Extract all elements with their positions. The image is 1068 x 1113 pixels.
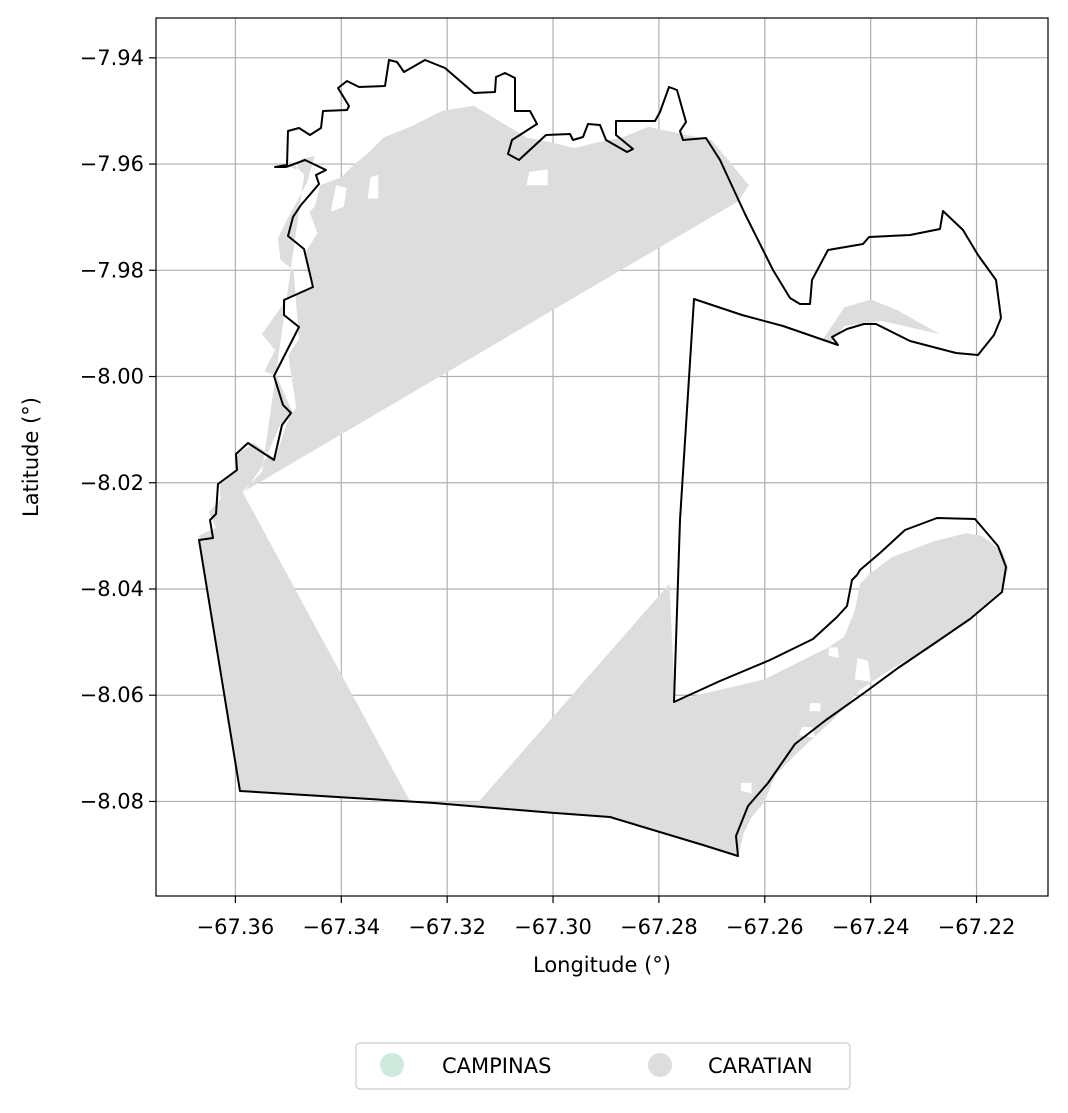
- legend-label-caratian: CARATIAN: [708, 1054, 813, 1078]
- boundary-outline: [198, 59, 1007, 857]
- y-tick-label: −7.96: [80, 152, 144, 176]
- x-axis-ticks: −67.36 −67.34 −67.32 −67.30 −67.28 −67.26 −67.…: [197, 896, 1016, 939]
- axes-frame: [155, 17, 1049, 897]
- y-tick-label: −8.00: [80, 365, 144, 389]
- x-tick-label: −67.30: [514, 915, 592, 939]
- legend-marker-caratian: [648, 1053, 672, 1077]
- legend-frame: [355, 1042, 851, 1090]
- x-tick-label: −67.24: [832, 915, 910, 939]
- x-tick-label: −67.28: [620, 915, 698, 939]
- y-tick-label: −7.94: [80, 46, 144, 70]
- region-fill-caratian: [198, 105, 1009, 858]
- y-tick-label: −8.06: [80, 683, 144, 707]
- region-gap: [526, 169, 548, 186]
- x-tick-label: −67.26: [726, 915, 804, 939]
- region-gap: [330, 185, 347, 212]
- legend: CAMPINAS CARATIAN: [355, 1042, 851, 1090]
- region-gap: [799, 727, 816, 738]
- y-tick-label: −8.02: [80, 471, 144, 495]
- y-axis-ticks: −7.94 −7.96 −7.98 −8.00 −8.02 −8.04 −8.06 −8.08: [80, 46, 156, 813]
- region-boundary: [198, 59, 1007, 857]
- legend-marker-campinas: [380, 1053, 404, 1077]
- x-axis-label: Longitude (°): [533, 953, 671, 977]
- x-tick-label: −67.36: [197, 915, 275, 939]
- region-gap: [809, 703, 821, 712]
- x-tick-label: −67.22: [938, 915, 1016, 939]
- x-tick-label: −67.34: [302, 915, 380, 939]
- y-axis-label: Latitude (°): [19, 397, 43, 517]
- map-regions: [198, 105, 1009, 858]
- legend-label-campinas: CAMPINAS: [442, 1054, 551, 1078]
- y-tick-label: −8.08: [80, 789, 144, 813]
- region-gap: [741, 782, 752, 794]
- y-tick-label: −7.98: [80, 258, 144, 282]
- y-tick-label: −8.04: [80, 577, 144, 601]
- region-gap: [828, 647, 839, 658]
- x-tick-label: −67.32: [408, 915, 486, 939]
- region-gap: [854, 658, 871, 682]
- region-gap: [367, 174, 379, 199]
